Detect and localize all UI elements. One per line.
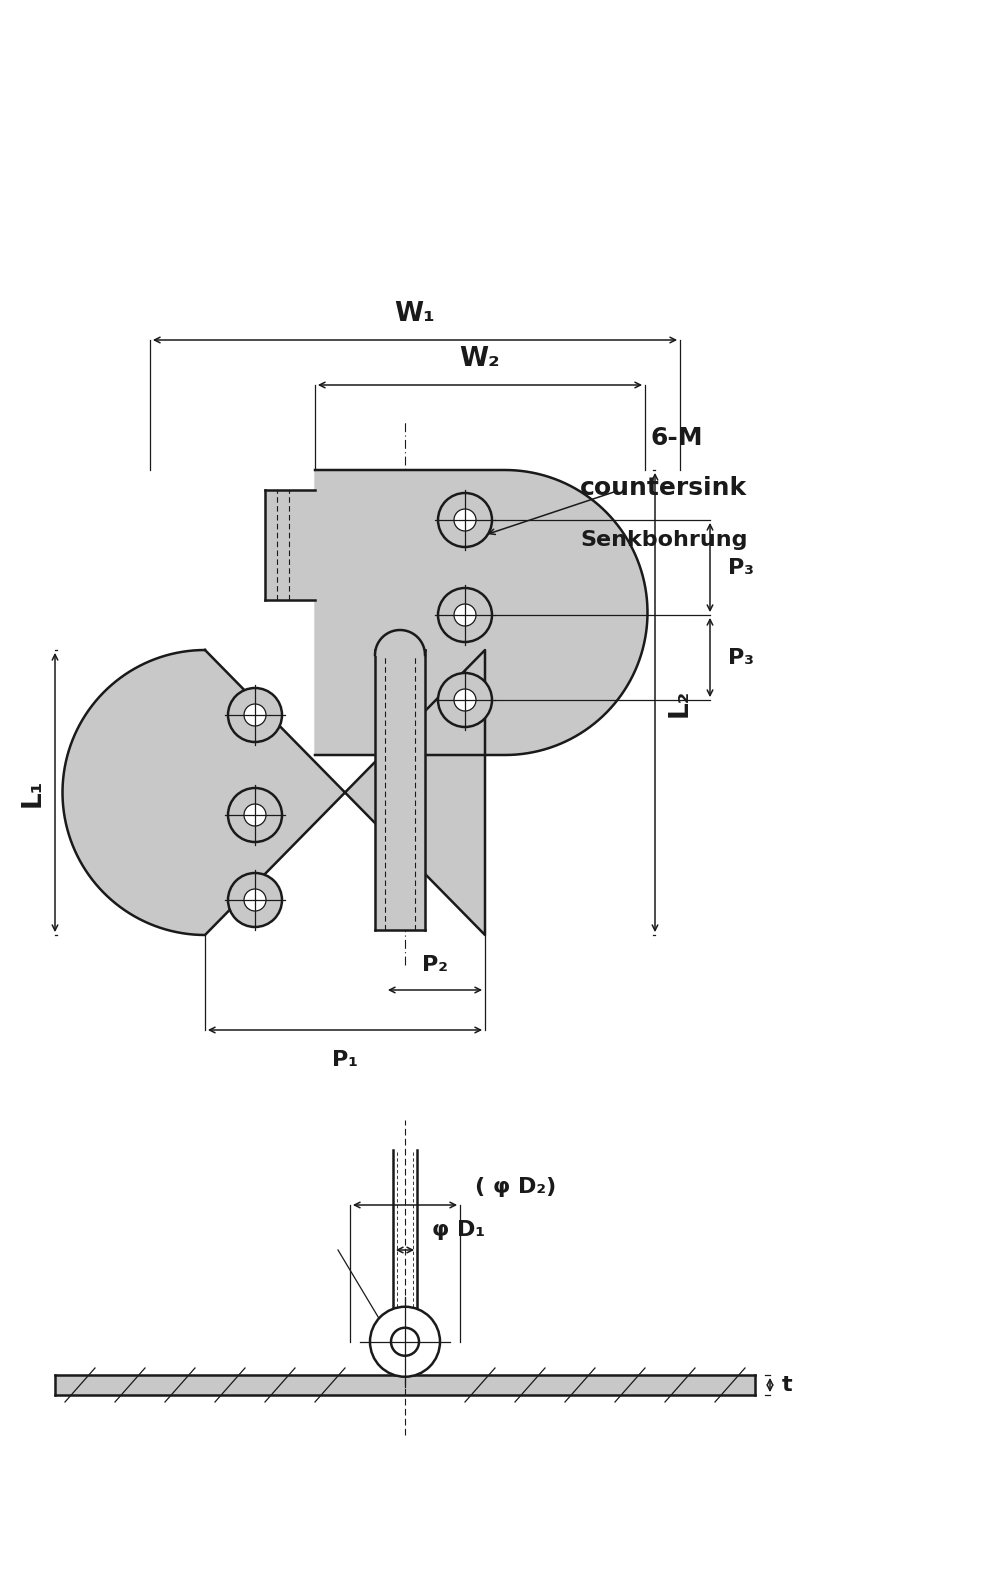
Circle shape bbox=[454, 688, 476, 711]
Polygon shape bbox=[55, 1375, 755, 1394]
Circle shape bbox=[228, 688, 282, 743]
Polygon shape bbox=[375, 650, 425, 930]
Text: P₃: P₃ bbox=[728, 647, 754, 668]
Circle shape bbox=[391, 1328, 419, 1356]
Text: P₁: P₁ bbox=[332, 1049, 358, 1070]
Polygon shape bbox=[375, 630, 425, 655]
Circle shape bbox=[438, 493, 492, 547]
Text: Senkbohrung: Senkbohrung bbox=[580, 529, 748, 550]
Circle shape bbox=[244, 704, 266, 727]
Text: countersink: countersink bbox=[580, 475, 747, 499]
Circle shape bbox=[228, 789, 282, 843]
Polygon shape bbox=[62, 650, 485, 935]
Text: W₁: W₁ bbox=[394, 301, 435, 328]
Circle shape bbox=[454, 509, 476, 531]
Text: ( φ D₂): ( φ D₂) bbox=[475, 1177, 556, 1197]
Polygon shape bbox=[265, 490, 314, 599]
Circle shape bbox=[370, 1307, 440, 1377]
Text: W₂: W₂ bbox=[460, 347, 500, 372]
Circle shape bbox=[438, 588, 492, 642]
Text: L₂: L₂ bbox=[667, 688, 694, 717]
Text: φ D₁: φ D₁ bbox=[432, 1220, 485, 1240]
Circle shape bbox=[228, 873, 282, 927]
Circle shape bbox=[438, 673, 492, 727]
Circle shape bbox=[244, 889, 266, 911]
Circle shape bbox=[454, 604, 476, 626]
Text: 6-M: 6-M bbox=[650, 426, 703, 450]
Text: P₃: P₃ bbox=[728, 558, 754, 577]
Circle shape bbox=[244, 805, 266, 825]
Polygon shape bbox=[314, 471, 647, 755]
Text: P₂: P₂ bbox=[422, 956, 448, 975]
Text: L₁: L₁ bbox=[20, 779, 46, 806]
Text: t: t bbox=[782, 1375, 792, 1394]
